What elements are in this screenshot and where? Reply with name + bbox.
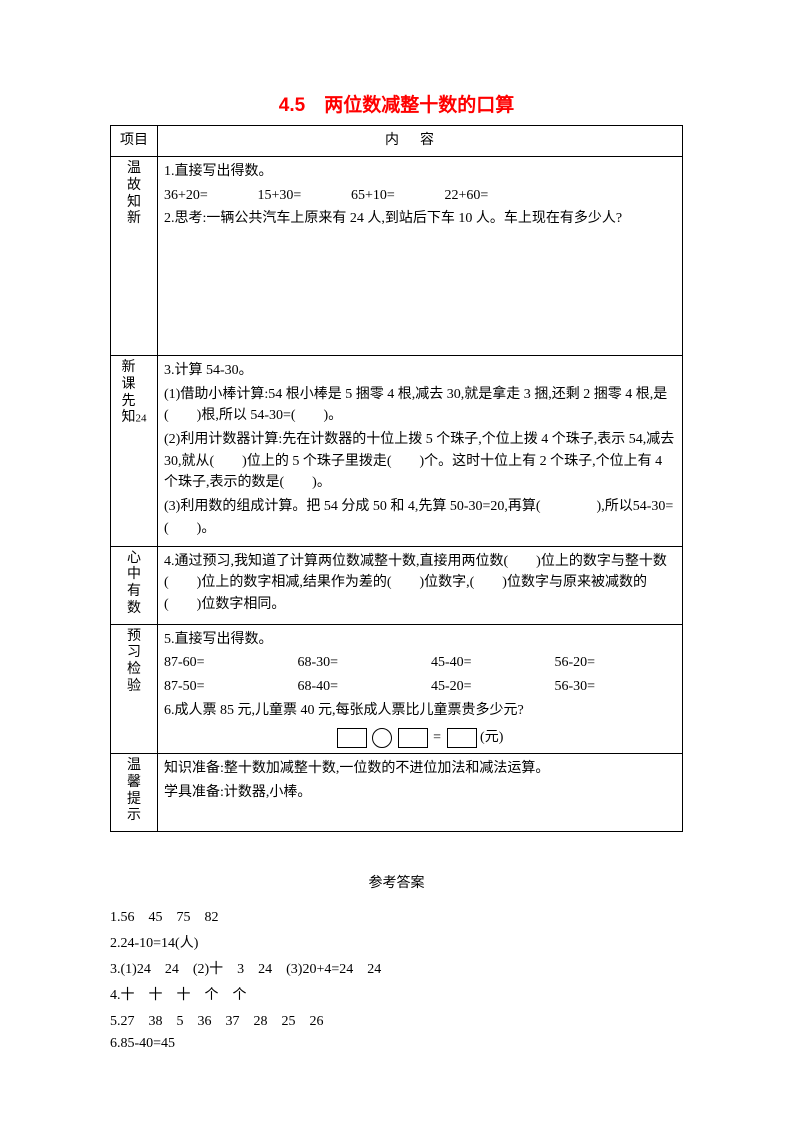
row3-label-cell: 心中有数 <box>111 546 158 624</box>
diagram-box2 <box>398 728 428 748</box>
row-xinkexianzhi: 新课先知24 3.计算 54-30。 (1)借助小棒计算:54 根小棒是 5 捆… <box>111 356 683 547</box>
answer-6: 6.85-40=45 <box>110 1036 683 1052</box>
r4-r1b: 68-30= <box>298 652 428 674</box>
diagram-box1 <box>337 728 367 748</box>
r4-r2c: 45-20= <box>431 676 551 698</box>
row4-label: 预习检验 <box>127 629 141 696</box>
answers-title: 参考答案 <box>110 872 683 892</box>
row1-content: 1.直接写出得数。 36+20= 15+30= 65+10= 22+60= 2.… <box>158 157 683 356</box>
row4-content: 5.直接写出得数。 87-60= 68-30= 45-40= 56-20= 87… <box>158 624 683 754</box>
row2-l3: (2)利用计数器计算:先在计数器的十位上拨 5 个珠子,个位上拨 4 个珠子,表… <box>164 429 676 494</box>
q1-eq1: 36+20= <box>164 185 254 207</box>
r4-r2d: 56-30= <box>555 676 596 698</box>
page-title: 4.5 两位数减整十数的口算 <box>110 90 683 117</box>
row1-label-cell: 温故知新 <box>111 157 158 356</box>
row2-l1: 3.计算 54-30。 <box>164 360 676 382</box>
row2-content: 3.计算 54-30。 (1)借助小棒计算:54 根小棒是 5 捆零 4 根,减… <box>158 356 683 547</box>
row2-l4: (3)利用数的组成计算。把 54 分成 50 和 4,先算 50-30=20,再… <box>164 496 676 539</box>
row2-l2: (1)借助小棒计算:54 根小棒是 5 捆零 4 根,减去 30,就是拿走 3 … <box>164 384 676 427</box>
r4-r1d: 56-20= <box>555 652 596 674</box>
q2-text: 2.思考:一辆公共汽车上原来有 24 人,到站后下车 10 人。车上现在有多少人… <box>164 208 676 230</box>
row4-label-cell: 预习检验 <box>111 624 158 754</box>
row2-sub: 24 <box>136 412 147 424</box>
r4-r2b: 68-40= <box>298 676 428 698</box>
header-col1: 项目 <box>111 126 158 157</box>
row-yuxijianyan: 预习检验 5.直接写出得数。 87-60= 68-30= 45-40= 56-2… <box>111 624 683 754</box>
row3-text: 4.通过预习,我知道了计算两位数减整十数,直接用两位数( )位上的数字与整十数(… <box>164 551 676 616</box>
row-wenxintishi: 温馨提示 知识准备:整十数加减整十数,一位数的不进位加法和减法运算。 学具准备:… <box>111 754 683 832</box>
diagram-box3 <box>447 728 477 748</box>
row2-label: 新课先知 <box>122 360 136 427</box>
q1-eq3: 65+10= <box>351 185 441 207</box>
row4-diagram: = (元) <box>164 727 676 749</box>
q1-equations: 36+20= 15+30= 65+10= 22+60= <box>164 185 676 207</box>
diagram-unit: (元) <box>480 730 503 745</box>
answer-2: 2.24-10=14(人) <box>110 932 683 952</box>
row3-content: 4.通过预习,我知道了计算两位数减整十数,直接用两位数( )位上的数字与整十数(… <box>158 546 683 624</box>
r4-r1a: 87-60= <box>164 652 294 674</box>
row4-eqrow2: 87-50= 68-40= 45-20= 56-30= <box>164 676 676 698</box>
diagram-circle <box>372 728 392 748</box>
row5-content: 知识准备:整十数加减整十数,一位数的不进位加法和减法运算。 学具准备:计数器,小… <box>158 754 683 832</box>
row2-label-cell: 新课先知24 <box>111 356 158 547</box>
row5-l1: 知识准备:整十数加减整十数,一位数的不进位加法和减法运算。 <box>164 758 676 780</box>
header-col2: 内容 <box>158 126 683 157</box>
main-table: 项目 内容 温故知新 1.直接写出得数。 36+20= 15+30= 65+10… <box>110 125 683 832</box>
answer-3: 3.(1)24 24 (2)十 3 24 (3)20+4=24 24 <box>110 958 683 978</box>
row4-l1: 5.直接写出得数。 <box>164 629 676 651</box>
row5-label: 温馨提示 <box>127 758 141 825</box>
q1-eq4: 22+60= <box>445 185 489 207</box>
answer-5: 5.27 38 5 36 37 28 25 26 <box>110 1010 683 1030</box>
answer-1: 1.56 45 75 82 <box>110 906 683 926</box>
table-header-row: 项目 内容 <box>111 126 683 157</box>
row1-label: 温故知新 <box>127 161 141 228</box>
row5-l2: 学具准备:计数器,小棒。 <box>164 782 676 804</box>
row3-label: 心中有数 <box>127 551 141 618</box>
row4-l2: 6.成人票 85 元,儿童票 40 元,每张成人票比儿童票贵多少元? <box>164 700 676 722</box>
answer-4: 4.十 十 十 个 个 <box>110 984 683 1004</box>
r4-r1c: 45-40= <box>431 652 551 674</box>
row-wenguzhixin: 温故知新 1.直接写出得数。 36+20= 15+30= 65+10= 22+6… <box>111 157 683 356</box>
row-xinzhongyoushu: 心中有数 4.通过预习,我知道了计算两位数减整十数,直接用两位数( )位上的数字… <box>111 546 683 624</box>
q1-intro: 1.直接写出得数。 <box>164 161 676 183</box>
row5-label-cell: 温馨提示 <box>111 754 158 832</box>
equals-icon: = <box>433 727 441 749</box>
q1-eq2: 15+30= <box>258 185 348 207</box>
row4-eqrow1: 87-60= 68-30= 45-40= 56-20= <box>164 652 676 674</box>
r4-r2a: 87-50= <box>164 676 294 698</box>
